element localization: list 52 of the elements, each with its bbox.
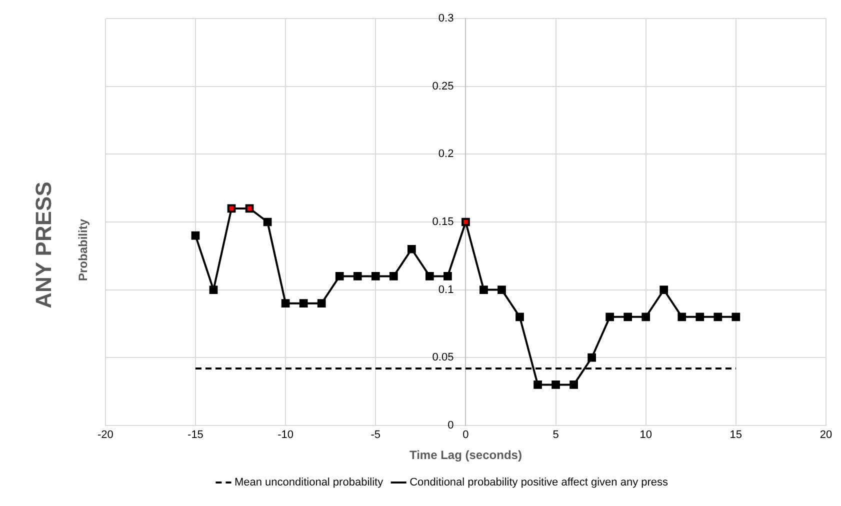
point — [624, 312, 632, 322]
point — [534, 380, 542, 389]
y-tick-label: 0.25 — [432, 80, 454, 92]
text: ANY PRESS — [31, 182, 57, 308]
y-tick-label: 0.05 — [432, 352, 454, 364]
y-axis-title: Probability — [76, 218, 90, 282]
x-tick-label: 20 — [820, 429, 832, 442]
point — [227, 204, 236, 213]
x-tick-label: -20 — [97, 429, 114, 442]
point — [588, 353, 596, 362]
x-tick-label: 5 — [552, 429, 559, 442]
point — [425, 272, 434, 280]
y-tick-label: 0.1 — [438, 284, 454, 296]
point — [678, 312, 686, 322]
point — [462, 218, 470, 226]
point — [696, 312, 704, 322]
point — [642, 312, 650, 322]
x-tick-label: 0 — [462, 429, 469, 442]
x-tick-label: 15 — [730, 429, 742, 442]
point — [480, 286, 488, 294]
point — [209, 286, 218, 294]
y-tick-label: 0.3 — [438, 12, 454, 25]
point — [299, 299, 308, 308]
point — [191, 231, 200, 240]
legend-label: Mean unconditional probability — [234, 476, 384, 489]
x-tick-label: 10 — [640, 429, 652, 442]
y-tick-label: 0.2 — [438, 148, 454, 160]
point — [498, 286, 506, 294]
y-tick-label: 0 — [448, 419, 454, 432]
point — [263, 218, 272, 226]
point — [516, 312, 524, 322]
y-tick-label: 0.15 — [432, 216, 454, 228]
point — [281, 299, 290, 308]
point — [389, 272, 398, 280]
point — [660, 286, 668, 294]
point — [732, 312, 740, 322]
point — [317, 299, 326, 308]
x-tick-label: -10 — [278, 429, 294, 442]
x-tick-label: -15 — [188, 429, 204, 442]
point — [335, 272, 344, 280]
x-tick-label: -5 — [370, 429, 381, 442]
point — [407, 244, 416, 254]
point — [444, 272, 452, 280]
point — [353, 272, 362, 280]
x-axis-title: Time Lag (seconds) — [409, 448, 522, 462]
point — [371, 272, 380, 280]
point — [570, 380, 578, 389]
point — [552, 380, 560, 389]
point — [714, 312, 722, 322]
legend-label: Conditional probability positive affect given any press — [410, 476, 669, 489]
point — [245, 204, 254, 213]
point — [606, 312, 614, 322]
